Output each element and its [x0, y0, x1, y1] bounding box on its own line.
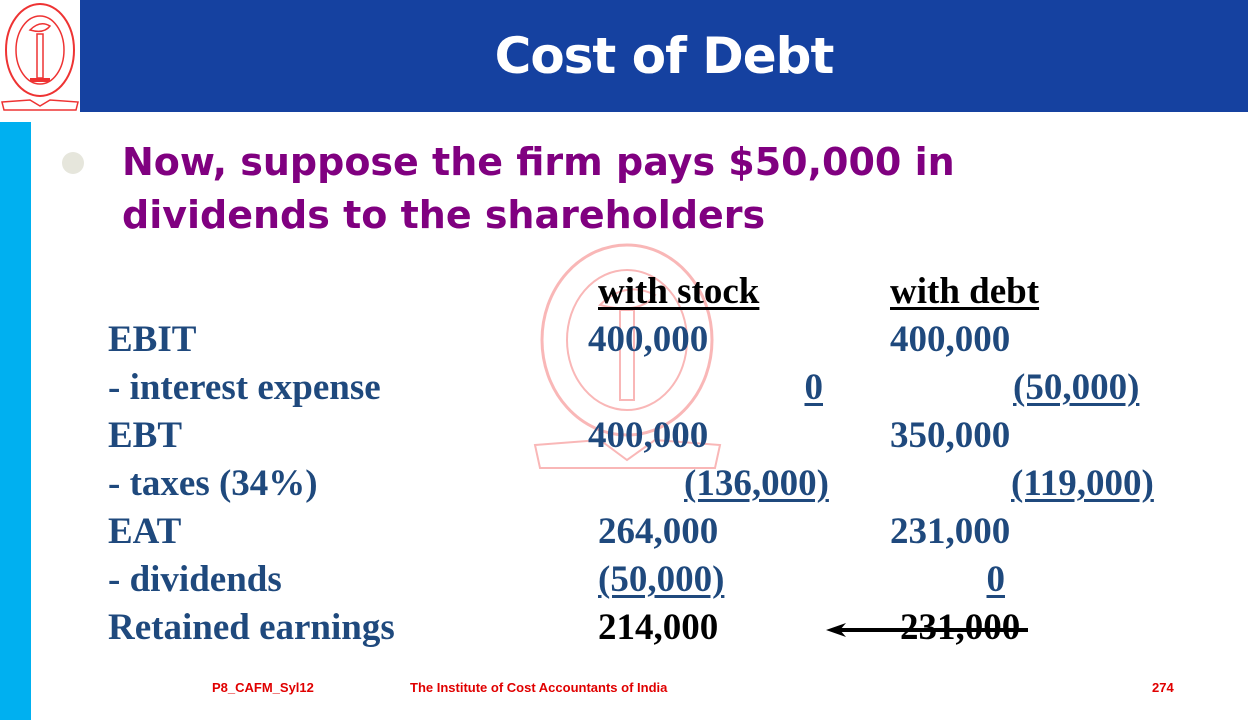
column-header-with-debt: with debt	[890, 271, 1040, 312]
row-label-eat: EAT	[108, 511, 182, 552]
debt-taxes: (119,000)	[1011, 463, 1154, 504]
debt-dividends: 0	[986, 559, 1006, 600]
stock-retained-earnings: 214,000	[598, 607, 719, 648]
arrow-left-icon	[826, 623, 1028, 637]
stock-ebt: 400,000	[588, 415, 709, 456]
debt-ebit: 400,000	[890, 319, 1011, 360]
row-label-taxes: - taxes (34%)	[108, 463, 318, 504]
column-header-with-stock: with stock	[598, 271, 760, 312]
slide-header: Cost of Debt	[80, 0, 1248, 112]
bullet-icon	[62, 152, 84, 174]
debt-interest: (50,000)	[1013, 367, 1140, 408]
stock-interest: 0	[804, 367, 824, 408]
row-label-retained-earnings: Retained earnings	[108, 607, 395, 648]
debt-ebt: 350,000	[890, 415, 1011, 456]
debt-eat: 231,000	[890, 511, 1011, 552]
row-label-ebit: EBIT	[108, 319, 197, 360]
stock-taxes: (136,000)	[684, 463, 829, 504]
stock-eat: 264,000	[598, 511, 719, 552]
stock-ebit: 400,000	[588, 319, 709, 360]
page-number: 274	[1152, 680, 1174, 695]
sidebar-accent-bar	[0, 122, 31, 720]
debt-retained-earnings: 231,000	[900, 607, 1021, 648]
footer-institute: The Institute of Cost Accountants of Ind…	[410, 680, 668, 695]
watermark-logo	[530, 240, 725, 470]
institute-logo	[0, 0, 80, 112]
stock-dividends: (50,000)	[598, 559, 725, 600]
footer-course-code: P8_CAFM_Syl12	[212, 680, 314, 695]
slide-title: Cost of Debt	[494, 27, 835, 85]
bullet-text: Now, suppose the firm pays $50,000 in di…	[122, 140, 955, 237]
row-label-dividends: - dividends	[108, 559, 282, 600]
row-label-ebt: EBT	[108, 415, 183, 456]
row-label-interest: - interest expense	[108, 367, 381, 408]
